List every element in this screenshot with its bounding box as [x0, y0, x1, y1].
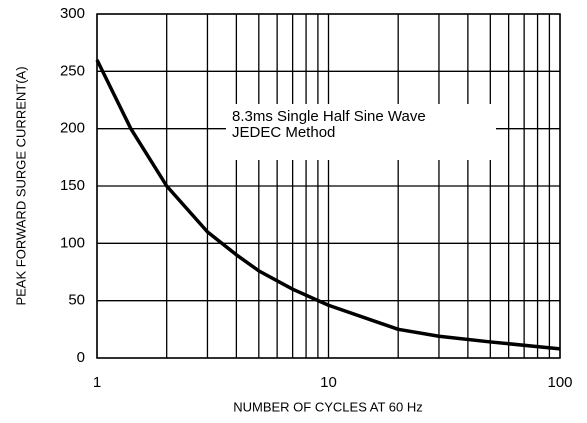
y-axis-label: PEAK FORWARD SURGE CURRENT(A) — [13, 66, 28, 305]
x-tick-label: 10 — [320, 374, 337, 391]
x-tick-label: 1 — [93, 374, 101, 391]
plot-frame — [96, 13, 561, 359]
y-tick-label: 100 — [60, 234, 85, 251]
annotation: JEDEC Method — [232, 124, 335, 141]
y-tick-label: 50 — [68, 292, 85, 309]
y-tick-label: 300 — [60, 5, 85, 22]
x-axis-label: NUMBER OF CYCLES AT 60 Hz — [233, 399, 423, 414]
annotation: 8.3ms Single Half Sine Wave — [232, 108, 426, 125]
y-tick-label: 200 — [60, 120, 85, 137]
line-series — [95, 59, 561, 351]
y-tick-label: 0 — [77, 349, 85, 366]
annotation-box — [226, 104, 496, 160]
y-tick-label: 150 — [60, 177, 85, 194]
x-tick-label: 100 — [547, 374, 572, 391]
y-tick-label: 250 — [60, 62, 85, 79]
